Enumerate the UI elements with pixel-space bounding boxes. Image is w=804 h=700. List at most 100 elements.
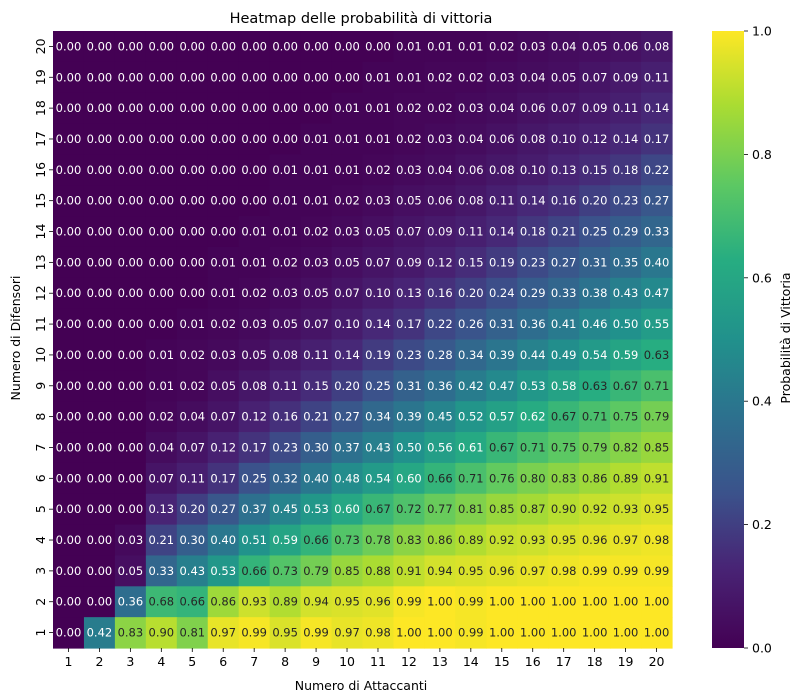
heatmap-cell	[517, 123, 549, 155]
cell-value-label: 0.20	[334, 379, 360, 393]
heatmap-cell	[269, 339, 302, 371]
cell-value-label: 0.07	[396, 225, 422, 239]
cell-value-label: 0.00	[118, 379, 144, 393]
cell-value-label: 0.20	[458, 286, 484, 300]
heatmap-cell	[610, 370, 642, 402]
cell-value-label: 1.00	[489, 626, 515, 640]
cell-value-label: 0.68	[149, 595, 175, 609]
cell-value-label: 0.00	[365, 39, 391, 53]
cell-value-label: 0.00	[272, 39, 298, 53]
cell-value-label: 0.01	[334, 163, 360, 177]
heatmap-cell	[362, 370, 395, 402]
heatmap-cell	[114, 308, 147, 341]
heatmap-cell	[455, 462, 487, 495]
x-tick-label: 19	[618, 654, 634, 669]
cell-value-label: 0.99	[458, 595, 484, 609]
cell-value-label: 0.05	[303, 286, 329, 300]
cell-value-label: 0.03	[241, 317, 267, 331]
cell-value-label: 0.72	[396, 502, 422, 516]
cell-value-label: 0.90	[149, 626, 175, 640]
heatmap-cell	[207, 308, 240, 341]
heatmap-cell	[486, 61, 518, 94]
heatmap-cell	[424, 617, 456, 649]
heatmap-cell	[393, 92, 425, 125]
heatmap-cell	[114, 339, 147, 371]
cell-value-label: 0.89	[613, 471, 639, 485]
cell-value-label: 0.31	[396, 379, 422, 393]
heatmap-cell	[176, 308, 209, 341]
heatmap-cell	[362, 246, 395, 279]
cell-value-label: 0.95	[334, 595, 360, 609]
heatmap-cell	[53, 493, 85, 526]
cell-value-label: 0.00	[179, 132, 205, 146]
heatmap-cell	[610, 216, 642, 248]
heatmap-cell	[517, 308, 549, 341]
heatmap-cell	[331, 555, 364, 587]
cell-value-label: 0.01	[303, 194, 329, 208]
heatmap-cell	[145, 92, 178, 125]
cell-value-label: 0.95	[551, 533, 577, 547]
heatmap-cell	[424, 586, 456, 618]
cell-value-label: 0.00	[87, 255, 113, 269]
cell-value-label: 0.30	[303, 440, 329, 454]
colorbar	[712, 31, 744, 648]
cell-value-label: 0.04	[520, 70, 546, 84]
cell-value-label: 1.00	[520, 595, 546, 609]
heatmap-cell	[486, 339, 518, 371]
cell-value-label: 0.67	[551, 410, 577, 424]
heatmap-cell	[145, 462, 178, 495]
cell-value-label: 0.02	[210, 317, 236, 331]
x-tick-label: 18	[587, 654, 603, 669]
heatmap-cell	[83, 493, 116, 526]
cell-value-label: 0.01	[149, 379, 175, 393]
cell-value-label: 0.00	[179, 194, 205, 208]
cell-value-label: 0.88	[365, 564, 391, 578]
heatmap-cell	[83, 370, 116, 402]
heatmap-cell	[269, 61, 302, 94]
cell-value-label: 0.01	[365, 132, 391, 146]
cell-value-label: 0.22	[427, 317, 453, 331]
heatmap-cell	[238, 31, 271, 63]
cell-value-label: 0.07	[303, 317, 329, 331]
heatmap-cell	[53, 61, 85, 94]
heatmap-cell	[486, 462, 518, 495]
heatmap-cell	[145, 617, 178, 649]
cell-value-label: 0.10	[551, 132, 577, 146]
y-tick-label: 17	[33, 131, 48, 147]
cell-value-label: 0.96	[582, 533, 608, 547]
heatmap-cell	[610, 61, 642, 94]
cell-value-label: 0.93	[241, 595, 267, 609]
heatmap-cell	[114, 246, 147, 279]
cell-value-label: 0.76	[489, 471, 515, 485]
heatmap-cell	[176, 216, 209, 248]
heatmap-cell	[455, 555, 487, 587]
heatmap-cell	[579, 185, 611, 217]
cell-value-label: 0.85	[644, 440, 670, 454]
heatmap-cell	[641, 370, 673, 402]
heatmap-cell	[331, 432, 364, 464]
heatmap-cell	[269, 370, 302, 402]
heatmap-cell	[114, 185, 147, 217]
cell-value-label: 0.23	[613, 194, 639, 208]
heatmap-cell	[393, 401, 425, 433]
heatmap-cell	[393, 246, 425, 279]
heatmap-cell	[207, 493, 240, 526]
cell-value-label: 0.10	[520, 163, 546, 177]
cell-value-label: 0.13	[149, 502, 175, 516]
cell-value-label: 0.00	[56, 132, 82, 146]
cell-value-label: 0.04	[149, 440, 175, 454]
cell-value-label: 0.21	[149, 533, 175, 547]
heatmap-cell	[53, 462, 85, 495]
cell-value-label: 0.04	[489, 101, 515, 115]
heatmap-cell	[207, 462, 240, 495]
cell-value-label: 0.00	[210, 194, 236, 208]
cell-value-label: 0.87	[520, 502, 546, 516]
heatmap-cell	[269, 401, 302, 433]
cell-value-label: 1.00	[582, 595, 608, 609]
cell-value-label: 0.11	[458, 225, 484, 239]
heatmap-cell	[517, 246, 549, 279]
cell-value-label: 0.32	[272, 471, 298, 485]
heatmap-cell	[424, 493, 456, 526]
heatmap-cell	[393, 524, 425, 557]
